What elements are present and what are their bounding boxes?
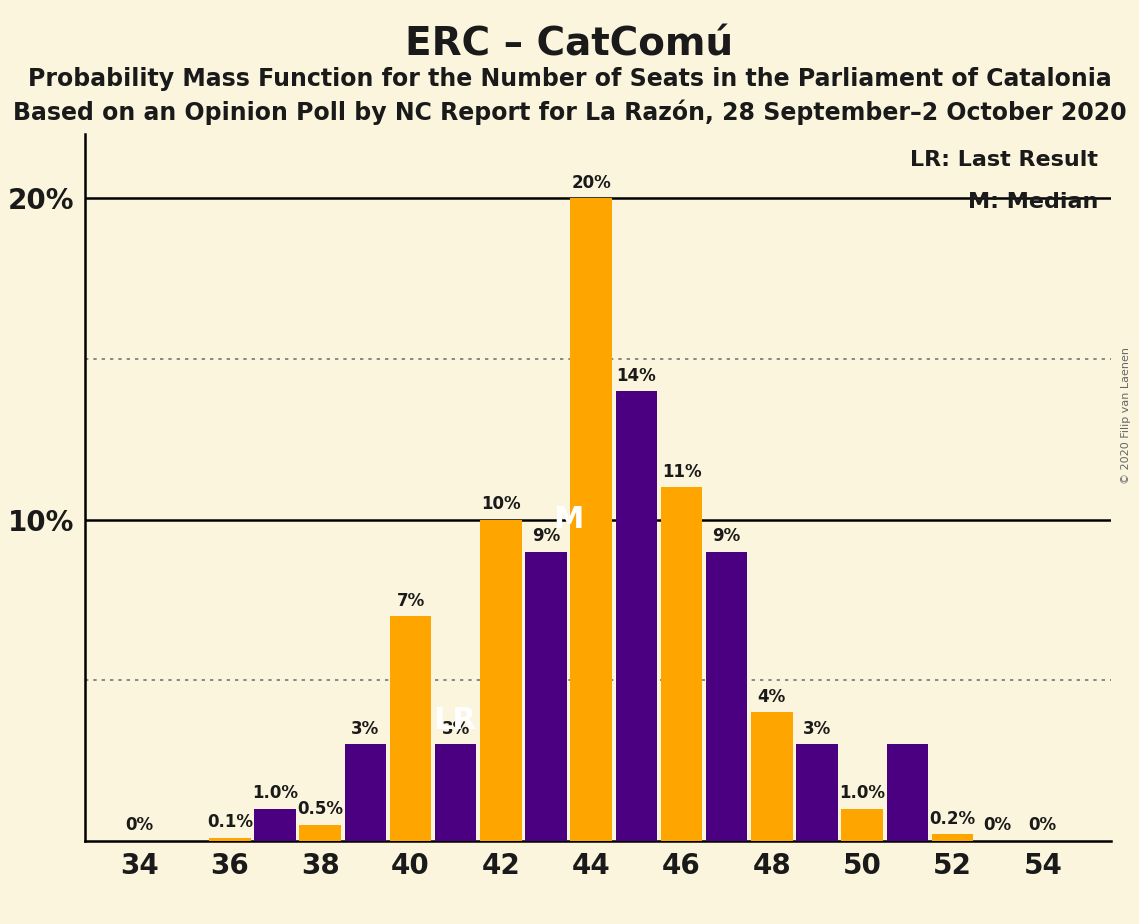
- Text: 7%: 7%: [396, 591, 425, 610]
- Text: 0.5%: 0.5%: [297, 800, 343, 819]
- Text: ERC – CatComú: ERC – CatComú: [405, 26, 734, 64]
- Text: 3%: 3%: [351, 720, 379, 738]
- Text: © 2020 Filip van Laenen: © 2020 Filip van Laenen: [1121, 347, 1131, 484]
- Text: 0.2%: 0.2%: [929, 810, 975, 828]
- Bar: [481, 519, 522, 841]
- Text: 14%: 14%: [616, 367, 656, 384]
- Text: 0.1%: 0.1%: [207, 813, 253, 832]
- Bar: [886, 745, 928, 841]
- Bar: [751, 712, 793, 841]
- Bar: [842, 808, 883, 841]
- Bar: [390, 616, 432, 841]
- Bar: [661, 488, 703, 841]
- Text: 10%: 10%: [481, 495, 521, 513]
- Text: 11%: 11%: [662, 463, 702, 481]
- Bar: [300, 825, 341, 841]
- Text: 0%: 0%: [984, 817, 1011, 834]
- Text: 9%: 9%: [713, 528, 740, 545]
- Text: 4%: 4%: [757, 687, 786, 706]
- Bar: [706, 552, 747, 841]
- Text: 1.0%: 1.0%: [839, 784, 885, 802]
- Bar: [796, 745, 838, 841]
- Text: 0%: 0%: [1029, 817, 1057, 834]
- Text: LR: Last Result: LR: Last Result: [910, 150, 1098, 169]
- Bar: [615, 391, 657, 841]
- Text: M: M: [554, 505, 584, 534]
- Bar: [435, 745, 476, 841]
- Text: M: Median: M: Median: [968, 192, 1098, 212]
- Text: Probability Mass Function for the Number of Seats in the Parliament of Catalonia: Probability Mass Function for the Number…: [27, 67, 1112, 91]
- Text: 1.0%: 1.0%: [252, 784, 298, 802]
- Bar: [254, 808, 296, 841]
- Text: 3%: 3%: [442, 720, 470, 738]
- Text: 3%: 3%: [803, 720, 831, 738]
- Text: 9%: 9%: [532, 528, 560, 545]
- Text: LR: LR: [433, 706, 476, 735]
- Text: 0%: 0%: [125, 817, 154, 834]
- Bar: [932, 834, 973, 841]
- Bar: [210, 838, 251, 841]
- Text: 20%: 20%: [572, 174, 612, 192]
- Bar: [571, 199, 612, 841]
- Bar: [345, 745, 386, 841]
- Bar: [525, 552, 567, 841]
- Text: Based on an Opinion Poll by NC Report for La Razón, 28 September–2 October 2020: Based on an Opinion Poll by NC Report fo…: [13, 100, 1126, 126]
